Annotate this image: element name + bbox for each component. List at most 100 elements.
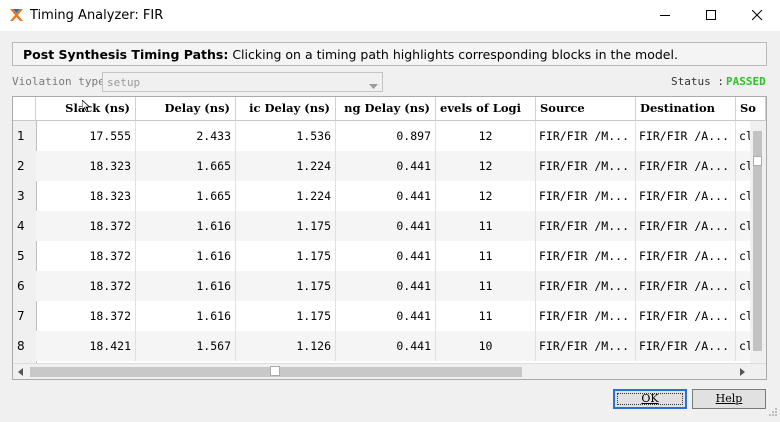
table-cell-dest[interactable]: FIR/FIR /A...	[636, 151, 736, 181]
table-cell-routing[interactable]: 0.441	[336, 241, 436, 271]
window-title: Timing Analyzer: FIR	[30, 8, 164, 23]
table-cell-dest[interactable]: FIR/FIR /A...	[636, 121, 736, 151]
header-routing-delay[interactable]: ng Delay (ns)	[336, 97, 436, 121]
table-cell-levels[interactable]: 11	[436, 271, 536, 301]
table-cell-delay[interactable]: 1.616	[136, 211, 236, 241]
horizontal-scrollbar[interactable]	[13, 363, 766, 379]
table-cell-dest[interactable]: FIR/FIR /A...	[636, 271, 736, 301]
violation-type-select[interactable]: setup	[102, 72, 383, 92]
header-source-clock[interactable]: So	[736, 97, 766, 121]
table-cell-source[interactable]: FIR/FIR /M...	[536, 331, 636, 361]
table-cell-dest[interactable]: FIR/FIR /A...	[636, 211, 736, 241]
banner-description: Clicking on a timing path highlights cor…	[228, 47, 678, 62]
table-cell-levels[interactable]: 11	[436, 301, 536, 331]
table-cell-delay[interactable]: 1.567	[136, 331, 236, 361]
table-cell-logic[interactable]: 1.224	[236, 151, 336, 181]
header-logic-delay[interactable]: ic Delay (ns)	[236, 97, 336, 121]
table-cell-routing[interactable]: 0.441	[336, 211, 436, 241]
table-cell-delay[interactable]: 1.616	[136, 241, 236, 271]
table-cell-slack[interactable]: 18.372	[36, 211, 136, 241]
title-bar: Timing Analyzer: FIR	[0, 0, 780, 31]
ok-button[interactable]: OK	[613, 389, 687, 409]
table-cell-source[interactable]: FIR/FIR /M...	[536, 151, 636, 181]
table-cell-source[interactable]: FIR/FIR /M...	[536, 241, 636, 271]
table-cell-source[interactable]: FIR/FIR /M...	[536, 211, 636, 241]
row-number: 5	[17, 249, 25, 263]
table-cell-logic[interactable]: 1.175	[236, 241, 336, 271]
status-label: Status :	[671, 75, 724, 88]
table-row[interactable]: 2 18.323 1.665 1.224 0.441 12 FIR/FIR /M... FIR…	[17, 151, 766, 181]
table-cell-delay[interactable]: 1.616	[136, 301, 236, 331]
header-source[interactable]: Source	[536, 97, 636, 121]
table-cell-slack[interactable]: 18.372	[36, 241, 136, 271]
resize-grip-icon[interactable]	[768, 406, 778, 420]
table-cell-levels[interactable]: 11	[436, 241, 536, 271]
table-row[interactable]: 7 18.372 1.616 1.175 0.441 11 FIR/FIR /M... FIR…	[17, 301, 766, 331]
table-cell-slack[interactable]: 18.421	[36, 331, 136, 361]
header-levels-of-logic[interactable]: evels of Logi	[436, 97, 536, 121]
vertical-scroll-thumb[interactable]	[753, 156, 762, 166]
vertical-scrollbar[interactable]	[750, 121, 766, 363]
table-row[interactable]: 5 18.372 1.616 1.175 0.441 11 FIR/FIR /M... FIR…	[17, 241, 766, 271]
violation-type-value: setup	[107, 76, 141, 89]
minimize-button[interactable]	[642, 0, 688, 31]
table-cell-logic[interactable]: 1.175	[236, 211, 336, 241]
close-button[interactable]	[734, 0, 780, 31]
table-cell-source[interactable]: FIR/FIR /M...	[536, 301, 636, 331]
table-row[interactable]: 6 18.372 1.616 1.175 0.441 11 FIR/FIR /M... FIR…	[17, 271, 766, 301]
table-cell-routing[interactable]: 0.441	[336, 181, 436, 211]
scroll-right-icon[interactable]	[736, 366, 748, 378]
table-cell-slack[interactable]: 18.323	[36, 181, 136, 211]
table-cell-slack[interactable]: 18.323	[36, 151, 136, 181]
table-row[interactable]: 4 18.372 1.616 1.175 0.441 11 FIR/FIR /M... FIR…	[17, 211, 766, 241]
table-cell-routing[interactable]: 0.441	[336, 331, 436, 361]
scroll-left-icon[interactable]	[15, 366, 27, 378]
table-cell-delay[interactable]: 1.665	[136, 181, 236, 211]
table-cell-logic[interactable]: 1.224	[236, 181, 336, 211]
table-cell-routing[interactable]: 0.897	[336, 121, 436, 151]
table-row[interactable]: 1 17.555 2.433 1.536 0.897 12 FIR/FIR /M... FIR…	[17, 121, 766, 151]
row-number: 6	[17, 279, 25, 293]
table-cell-source[interactable]: FIR/FIR /M...	[536, 271, 636, 301]
table-cell-levels[interactable]: 10	[436, 331, 536, 361]
table-row[interactable]: 3 18.323 1.665 1.224 0.441 12 FIR/FIR /M... FIR…	[17, 181, 766, 211]
focus-ring	[617, 393, 683, 405]
table-cell-slack[interactable]: 18.372	[36, 271, 136, 301]
table-cell-routing[interactable]: 0.441	[336, 301, 436, 331]
table-cell-delay[interactable]: 1.616	[136, 271, 236, 301]
table-cell-slack[interactable]: 18.372	[36, 301, 136, 331]
table-cell-delay[interactable]: 2.433	[136, 121, 236, 151]
table-cell-source[interactable]: FIR/FIR /M...	[536, 121, 636, 151]
table-cell-levels[interactable]: 12	[436, 181, 536, 211]
row-number: 2	[17, 159, 25, 173]
table-cell-delay[interactable]: 1.665	[136, 151, 236, 181]
table-cell-levels[interactable]: 11	[436, 211, 536, 241]
table-cell-source[interactable]: FIR/FIR /M...	[536, 181, 636, 211]
table-cell-dest[interactable]: FIR/FIR /A...	[636, 241, 736, 271]
table-cell-levels[interactable]: 12	[436, 151, 536, 181]
horizontal-scroll-thumb[interactable]	[270, 366, 280, 376]
vertical-scroll-track-thumb[interactable]	[753, 131, 762, 351]
maximize-button[interactable]	[688, 0, 734, 31]
table-cell-dest[interactable]: FIR/FIR /A...	[636, 331, 736, 361]
table-cell-logic[interactable]: 1.126	[236, 331, 336, 361]
mouse-pointer-icon	[81, 99, 91, 115]
banner-heading: Post Synthesis Timing Paths:	[23, 47, 229, 62]
table-cell-routing[interactable]: 0.441	[336, 271, 436, 301]
header-delay[interactable]: Delay (ns)	[136, 97, 236, 121]
table-cell-slack[interactable]: 17.555	[36, 121, 136, 151]
table-cell-logic[interactable]: 1.536	[236, 121, 336, 151]
table-cell-routing[interactable]: 0.441	[336, 151, 436, 181]
help-button[interactable]: Help	[692, 389, 766, 409]
table-cell-logic[interactable]: 1.175	[236, 301, 336, 331]
table-row[interactable]: 8 18.421 1.567 1.126 0.441 10 FIR/FIR /M... FIR…	[17, 331, 766, 361]
table-cell-levels[interactable]: 12	[436, 121, 536, 151]
header-destination[interactable]: Destination	[636, 97, 736, 121]
table-cell-dest[interactable]: FIR/FIR /A...	[636, 181, 736, 211]
timing-paths-table[interactable]: Slack (ns) Delay (ns) ic Delay (ns) ng D…	[12, 96, 767, 380]
minimize-icon	[659, 10, 671, 21]
violation-type-label: Violation type	[12, 75, 105, 88]
table-cell-logic[interactable]: 1.175	[236, 271, 336, 301]
chevron-down-icon	[369, 79, 378, 93]
table-cell-dest[interactable]: FIR/FIR /A...	[636, 301, 736, 331]
